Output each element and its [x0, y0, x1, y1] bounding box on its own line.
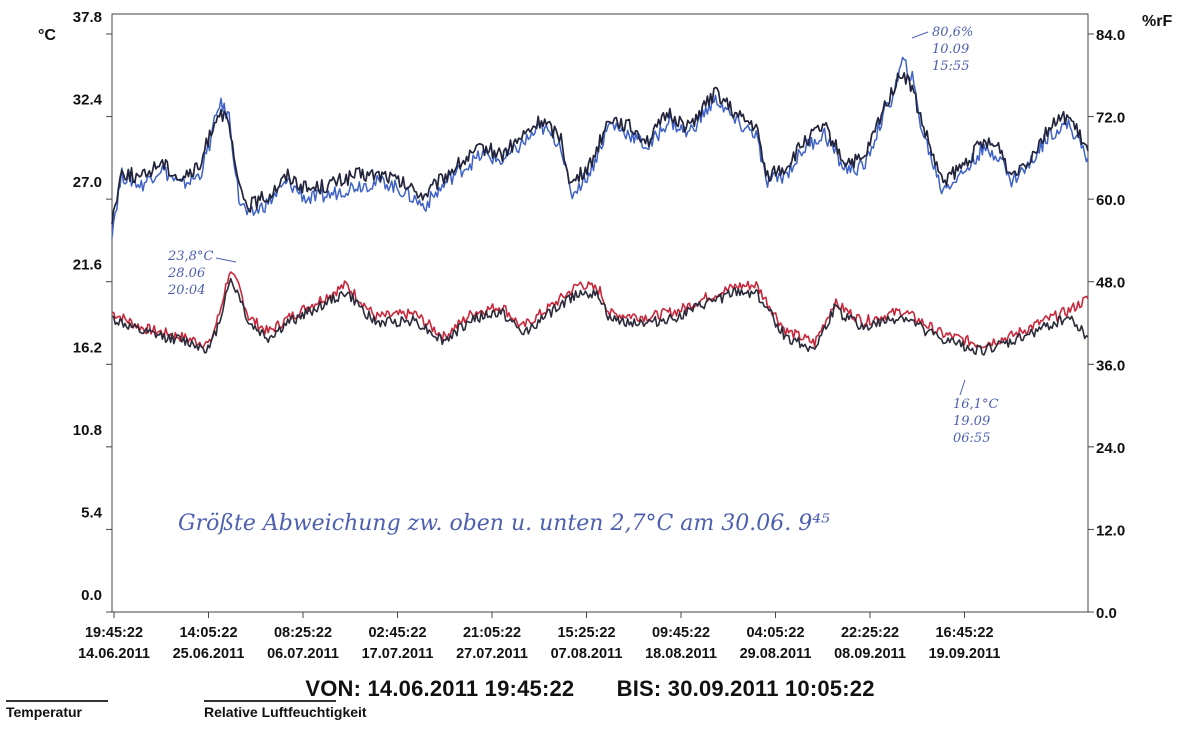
legend-temperature-line [6, 700, 108, 702]
x-tick-date: 29.08.2011 [740, 646, 812, 662]
left-axis-unit: °C [38, 27, 56, 44]
left-tick-label: 16.2 [73, 339, 102, 356]
x-tick-time: 04:05:22 [746, 625, 804, 641]
x-tick-time: 08:25:22 [274, 625, 332, 641]
x-tick-time: 02:45:22 [368, 625, 426, 641]
x-tick-time: 22:25:22 [841, 625, 899, 641]
annotation-temperature-max-line: 28.06 [167, 266, 205, 281]
annotation-note: Größte Abweichung zw. oben u. unten 2,7°… [178, 511, 830, 536]
x-tick-time: 14:05:22 [179, 625, 237, 641]
left-tick-label: 32.4 [73, 92, 103, 109]
x-tick-time: 09:45:22 [652, 625, 710, 641]
annotation-humidity-max-line: 80,6% [932, 25, 973, 40]
annotation-temperature-max-pointer [215, 257, 237, 263]
annotation-temperature-min-line: 19.09 [953, 414, 990, 429]
legend-humidity: Relative Luftfeuchtigkeit [204, 700, 367, 720]
legend-temperature: Temperatur [6, 700, 108, 720]
annotation-temperature-min-line: 16,1°C [953, 397, 998, 412]
right-axis-unit: %rF [1142, 13, 1172, 30]
right-tick-label: 60.0 [1096, 192, 1125, 209]
right-axis: 84.0 72.0 60.0 48.0 36.0 24.0 12.0 0.0 %rF [1088, 13, 1172, 622]
series-layer [111, 56, 1089, 356]
range-to: BIS: 30.09.2011 10:05:22 [616, 676, 875, 701]
right-tick-label: 36.0 [1096, 357, 1125, 374]
x-tick-date: 07.08.2011 [551, 646, 623, 662]
annotation-temperature-max-line: 23,8°C [167, 249, 213, 264]
annotation-humidity-max-line: 15:55 [932, 59, 969, 74]
annotation-humidity-max-line: 10.09 [932, 42, 969, 57]
annotation-temperature-min-line: 06:55 [953, 431, 990, 446]
legend-humidity-line [204, 700, 336, 702]
annotation-humidity-max-pointer [911, 31, 929, 39]
humidity-trace-1 [111, 56, 1089, 238]
right-tick-label: 12.0 [1096, 522, 1125, 539]
left-axis: 37.8 32.4 27.0 21.6 16.2 10.8 5.4 0.0 °C [38, 9, 112, 613]
x-tick-date: 27.07.2011 [456, 646, 528, 662]
left-tick-label: 21.6 [73, 257, 102, 274]
annotations: 80,6% 10.09 15:55 23,8°C 28.06 20:04 16,1°C 19.… [167, 25, 998, 536]
date-range: VON: 14.06.2011 19:45:22 BIS: 30.09.2011… [0, 676, 1180, 702]
annotation-temperature-min-pointer [959, 379, 966, 396]
right-tick-label: 0.0 [1096, 605, 1117, 622]
x-tick-date: 08.09.2011 [834, 646, 906, 662]
range-from: VON: 14.06.2011 19:45:22 [305, 676, 575, 701]
right-tick-label: 72.0 [1096, 110, 1125, 127]
x-tick-date: 17.07.2011 [362, 646, 434, 662]
legend-humidity-label: Relative Luftfeuchtigkeit [204, 704, 367, 720]
left-tick-label: 27.0 [73, 174, 102, 191]
x-tick-date: 25.06.2011 [173, 646, 245, 662]
humidity-trace-2 [111, 72, 1089, 225]
temperature-trace-2 [111, 277, 1089, 356]
x-tick-date: 19.09.2011 [929, 646, 1001, 662]
right-tick-label: 84.0 [1096, 27, 1125, 44]
x-tick-time: 16:45:22 [935, 625, 993, 641]
right-tick-label: 48.0 [1096, 275, 1125, 292]
temperature-trace-1 [111, 271, 1089, 349]
x-tick-time: 21:05:22 [463, 625, 521, 641]
left-tick-label: 5.4 [81, 504, 103, 521]
right-tick-label: 24.0 [1096, 440, 1125, 457]
chart: 37.8 32.4 27.0 21.6 16.2 10.8 5.4 0.0 °C 84.0 72.… [38, 9, 1172, 662]
x-tick-date: 18.08.2011 [645, 646, 717, 662]
left-tick-label: 37.8 [73, 9, 102, 26]
annotation-temperature-max-line: 20:04 [167, 283, 205, 298]
legend-temperature-label: Temperatur [6, 704, 82, 720]
x-tick-time: 15:25:22 [557, 625, 615, 641]
left-tick-label: 10.8 [73, 422, 102, 439]
left-tick-label: 0.0 [81, 587, 102, 604]
x-axis: 19:45:22 14.06.2011 14:05:22 25.06.2011 08:2… [78, 612, 1000, 662]
x-tick-time: 19:45:22 [85, 625, 143, 641]
x-tick-date: 06.07.2011 [267, 646, 339, 662]
x-tick-date: 14.06.2011 [78, 646, 150, 662]
